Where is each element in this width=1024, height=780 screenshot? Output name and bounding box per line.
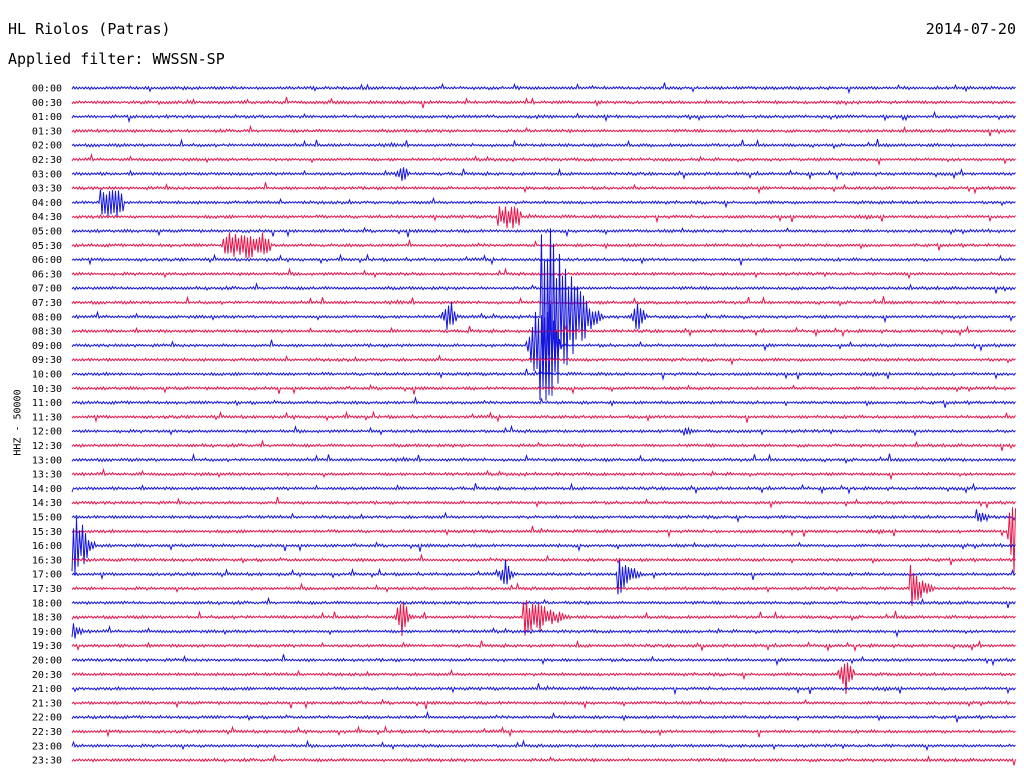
trace-label: 06:30 — [32, 269, 62, 280]
trace-label: 13:30 — [32, 470, 62, 481]
trace-line — [71, 564, 1016, 606]
trace-line — [71, 683, 1016, 696]
trace-label: 17:00 — [32, 570, 62, 581]
trace-line — [71, 303, 1016, 401]
filter-label: Applied filter: WWSSN-SP — [8, 50, 225, 68]
trace-label: 17:30 — [32, 584, 62, 595]
trace-label: 11:30 — [32, 412, 62, 423]
trace-line — [71, 153, 1016, 167]
trace-label: 22:30 — [32, 727, 62, 738]
trace-label: 18:00 — [32, 598, 62, 609]
station-title: HL Riolos (Patras) — [8, 20, 171, 38]
trace-line — [71, 710, 1016, 723]
trace-line — [71, 368, 1016, 381]
trace-line — [71, 623, 1016, 639]
trace-line — [71, 253, 1016, 266]
trace-line — [71, 167, 1016, 181]
trace-line — [71, 482, 1016, 495]
trace-label: 07:30 — [32, 298, 62, 309]
trace-line — [71, 232, 1016, 259]
trace-label: 03:30 — [32, 184, 62, 195]
trace-line — [71, 553, 1016, 566]
trace-line — [71, 517, 1016, 576]
trace-label: 19:00 — [32, 627, 62, 638]
trace-line — [71, 753, 1016, 766]
trace-line — [71, 654, 1016, 667]
trace-label: 00:00 — [32, 84, 62, 95]
trace-label: 08:30 — [32, 327, 62, 338]
trace-label: 03:00 — [32, 169, 62, 180]
trace-label: 02:00 — [32, 141, 62, 152]
trace-label: 04:30 — [32, 212, 62, 223]
trace-line — [71, 383, 1016, 395]
trace-line — [71, 96, 1016, 109]
trace-label: 18:30 — [32, 613, 62, 624]
trace-line — [71, 138, 1016, 150]
trace-label: 01:00 — [32, 112, 62, 123]
trace-line — [71, 467, 1016, 481]
date-label: 2014-07-20 — [925, 20, 1016, 38]
trace-label: 20:00 — [32, 656, 62, 667]
trace-line — [71, 600, 1016, 637]
trace-label: 14:00 — [32, 484, 62, 495]
trace-line — [71, 452, 1016, 465]
trace-label: 19:30 — [32, 641, 62, 652]
trace-label: 15:00 — [32, 513, 62, 524]
trace-line — [71, 509, 1016, 524]
trace-label: 23:30 — [32, 756, 62, 767]
trace-line — [71, 739, 1016, 752]
trace-label: 14:30 — [32, 498, 62, 509]
trace-label: 21:00 — [32, 684, 62, 695]
trace-label: 22:00 — [32, 713, 62, 724]
trace-label: 20:30 — [32, 670, 62, 681]
trace-line — [71, 639, 1016, 653]
trace-label: 08:00 — [32, 312, 62, 323]
trace-line — [71, 110, 1016, 124]
trace-label: 01:30 — [32, 126, 62, 137]
trace-line — [71, 496, 1016, 510]
trace-label: 11:00 — [32, 398, 62, 409]
trace-line — [71, 439, 1016, 451]
trace-line — [71, 725, 1016, 738]
trace-line — [71, 206, 1016, 229]
trace-label: 05:00 — [32, 227, 62, 238]
trace-line — [71, 395, 1016, 408]
trace-label: 15:30 — [32, 527, 62, 538]
trace-label: 09:00 — [32, 341, 62, 352]
trace-line — [71, 228, 1016, 401]
trace-label: 05:30 — [32, 241, 62, 252]
trace-label: 06:00 — [32, 255, 62, 266]
trace-label: 07:00 — [32, 284, 62, 295]
trace-label: 21:30 — [32, 698, 62, 709]
trace-line — [71, 662, 1016, 695]
trace-line — [71, 267, 1016, 280]
trace-line — [71, 424, 1016, 437]
trace-line — [71, 82, 1016, 95]
trace-label: 12:00 — [32, 427, 62, 438]
trace-line — [71, 124, 1016, 137]
trace-label: 12:30 — [32, 441, 62, 452]
trace-label: 10:30 — [32, 384, 62, 395]
trace-line — [71, 698, 1016, 710]
trace-line — [71, 410, 1016, 423]
trace-label: 04:00 — [32, 198, 62, 209]
trace-label: 10:00 — [32, 370, 62, 381]
trace-label: 23:00 — [32, 741, 62, 752]
trace-line — [71, 354, 1016, 366]
trace-line — [71, 559, 1016, 595]
trace-label: 00:30 — [32, 98, 62, 109]
trace-label: 13:00 — [32, 455, 62, 466]
trace-label: 16:30 — [32, 555, 62, 566]
trace-line — [71, 596, 1016, 609]
trace-line — [71, 189, 1016, 217]
trace-label: 09:30 — [32, 355, 62, 366]
trace-line — [71, 226, 1016, 238]
trace-line — [71, 507, 1016, 573]
trace-label: 16:00 — [32, 541, 62, 552]
trace-line — [71, 182, 1016, 195]
trace-label: 02:30 — [32, 155, 62, 166]
